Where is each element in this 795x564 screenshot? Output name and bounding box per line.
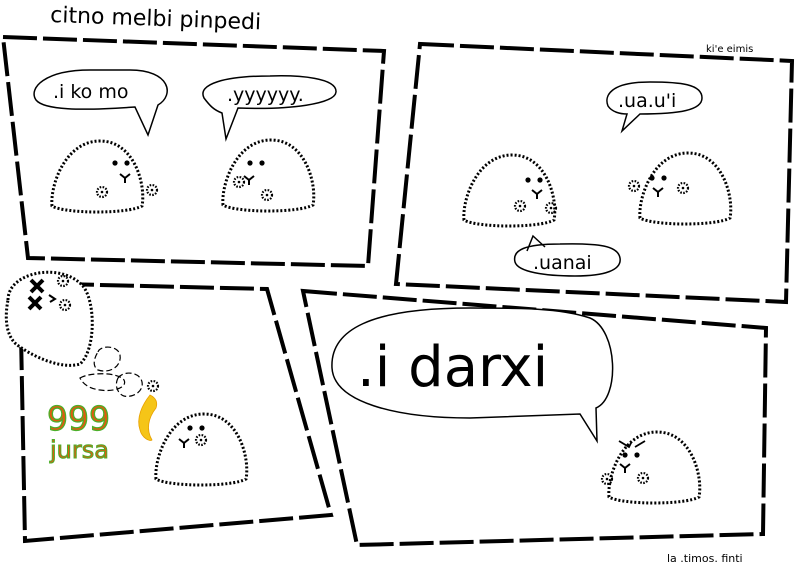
flame-icon [138, 394, 158, 441]
author-credit: ki'e eimis [706, 44, 753, 55]
blob-character [462, 153, 558, 228]
knocked-out-blob [4, 270, 94, 367]
speech-bubble-top: .ua.u'i [606, 81, 703, 134]
blob-character [221, 138, 316, 213]
damage-number: 999 [47, 399, 110, 438]
comic-title: citno melbi pinpedi [50, 3, 262, 35]
blob-character [627, 151, 733, 226]
speech-bubble-large: .i darxi [331, 307, 614, 444]
bubble-top-text: .ua.u'i [618, 90, 676, 112]
speech-bubble-left: .i ko mo [33, 69, 168, 138]
blob-character [50, 139, 159, 214]
bubble-right-text: .yyyyyy. [227, 84, 304, 106]
bubble-bottom-text: .uanai [533, 252, 592, 274]
speech-bubble-right: .yyyyyy. [202, 75, 337, 142]
panel-3: 999 jursa [4, 270, 334, 544]
speech-bubble-bottom: .uanai [513, 234, 621, 277]
angry-blob-character [600, 430, 702, 505]
bubble-large-text: .i darxi [357, 335, 548, 400]
x-eye-icon [27, 295, 43, 311]
x-eye-icon [29, 278, 45, 294]
panel-2: .ua.u'i .uanai [393, 41, 795, 305]
panel-1: .i ko mo .yyyyyy. [0, 34, 387, 269]
panel-4: .i darxi [300, 288, 769, 548]
damage-word: jursa [49, 436, 109, 464]
ghost-trail [79, 346, 160, 397]
artist-credit: la .timos. finti [667, 552, 743, 564]
blob-character [154, 412, 249, 487]
angry-brow-icon [618, 440, 646, 449]
bubble-left-text: .i ko mo [53, 81, 128, 103]
